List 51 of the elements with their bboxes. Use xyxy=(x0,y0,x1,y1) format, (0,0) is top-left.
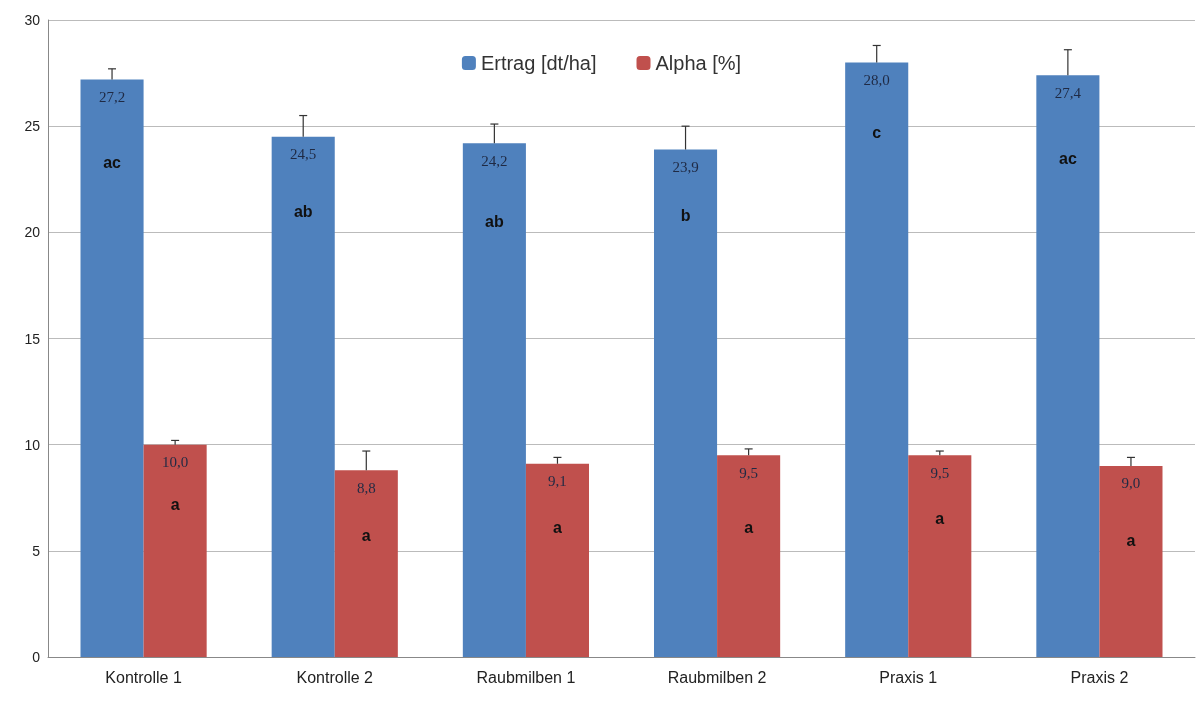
annotation: a xyxy=(553,518,563,536)
annotation: a xyxy=(361,527,371,545)
legend-label: Ertrag [dt/ha] xyxy=(480,52,597,74)
bar xyxy=(80,79,144,657)
x-tick-label: Kontrolle 1 xyxy=(105,668,182,686)
legend-label: Alpha [%] xyxy=(655,52,742,74)
x-tick-label: Praxis 2 xyxy=(1070,668,1129,686)
bar xyxy=(717,455,781,657)
data-label: 24,2 xyxy=(481,152,508,169)
x-tick-label: Raubmilben 1 xyxy=(476,668,576,686)
data-label: 9,0 xyxy=(1121,475,1141,492)
x-tick-label: Kontrolle 2 xyxy=(296,668,374,686)
annotation: a xyxy=(744,518,754,536)
y-tick-label: 0 xyxy=(32,649,41,665)
bar xyxy=(143,444,207,657)
bar xyxy=(845,62,909,657)
x-tick-label: Praxis 1 xyxy=(879,668,938,686)
data-label: 9,1 xyxy=(548,473,567,490)
bar xyxy=(1036,75,1100,657)
annotation: c xyxy=(872,124,882,142)
x-tick-label: Raubmilben 2 xyxy=(667,668,767,686)
bar xyxy=(462,143,526,657)
bar xyxy=(334,470,398,657)
y-tick-label: 25 xyxy=(24,118,41,135)
bar xyxy=(1099,465,1163,657)
annotation: a xyxy=(935,510,945,528)
y-tick-label: 20 xyxy=(24,224,41,241)
data-label: 9,5 xyxy=(930,464,950,481)
annotation: a xyxy=(1126,531,1136,549)
data-label: 24,5 xyxy=(290,146,317,163)
data-label: 23,9 xyxy=(672,159,699,176)
data-label: 28,0 xyxy=(863,71,890,88)
data-label: 27,4 xyxy=(1054,84,1082,101)
annotation: ac xyxy=(1058,149,1077,167)
annotation: ab xyxy=(293,202,313,220)
data-label: 10,0 xyxy=(162,454,189,471)
y-tick-label: 15 xyxy=(24,330,41,347)
bar xyxy=(525,463,589,657)
data-label: 9,5 xyxy=(739,464,758,481)
annotation: a xyxy=(170,495,180,513)
bar xyxy=(908,455,972,657)
annotation: b xyxy=(680,206,691,224)
bar xyxy=(654,149,718,657)
data-label: 8,8 xyxy=(356,479,376,496)
y-tick-label: 5 xyxy=(32,542,41,559)
y-tick-label: 30 xyxy=(24,12,41,28)
annotation: ac xyxy=(103,153,122,171)
data-label: 27,2 xyxy=(98,88,126,105)
y-tick-label: 10 xyxy=(24,436,41,453)
bar xyxy=(271,136,335,657)
annotation: ab xyxy=(485,213,504,231)
